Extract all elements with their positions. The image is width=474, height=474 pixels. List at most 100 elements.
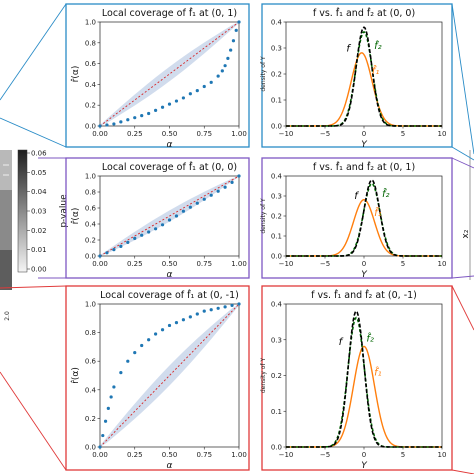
chart-title: Local coverage of f̂₁ at (0, 0) — [102, 161, 237, 173]
chart-cov_mid: 0.00 0.25 0.50 0.75 1.00 0.0 0.2 0.4 0.6 0.8 1.0 Lo… — [70, 161, 247, 280]
chart-cov_top: 0.00 0.25 0.50 0.75 1.00 0.0 0.2 0.4 0.6 0.8 1.0 Lo… — [70, 7, 247, 150]
y-tick-label: 0.0 — [271, 444, 282, 452]
coverage-point — [133, 351, 137, 355]
y-tick-label: 1.0 — [85, 173, 96, 181]
x-tick-label: 0.50 — [162, 451, 178, 459]
coverage-point — [188, 92, 192, 96]
x-tick-label: −5 — [320, 260, 330, 268]
coverage-point — [174, 320, 179, 325]
connector-line — [0, 371, 67, 471]
coverage-point — [119, 120, 123, 124]
coverage-point — [188, 315, 192, 319]
connector-line — [451, 285, 474, 331]
plot-area — [285, 21, 443, 127]
x2-strip-panel: x₂ — [461, 150, 471, 280]
coverage-point — [98, 445, 102, 449]
x-axis-label: α — [167, 140, 173, 150]
coverage-point — [216, 74, 220, 78]
coverage-point — [237, 302, 241, 306]
x-tick-label: −10 — [279, 451, 294, 459]
x-axis-label: α — [167, 270, 173, 280]
connector-line — [451, 146, 474, 161]
label-f2: f̂₂ — [382, 187, 390, 200]
coverage-point — [133, 236, 137, 240]
coverage-point — [133, 116, 137, 120]
pvalue-tick-label: 0.03 — [31, 208, 47, 216]
y-tick-label: 0.4 — [271, 19, 283, 27]
coverage-point — [202, 309, 206, 313]
x-tick-label: 0.00 — [92, 130, 108, 138]
panel-frames — [65, 3, 453, 471]
gray-map-strip-light — [0, 150, 12, 190]
x-tick-label: 5 — [401, 260, 405, 268]
coverage-point — [234, 28, 238, 32]
coverage-point — [195, 312, 199, 316]
coverage-point — [202, 84, 206, 89]
pvalue-tick-label: 0.05 — [31, 169, 47, 177]
frame-mid-right — [261, 157, 453, 279]
frame-top-left — [65, 3, 250, 148]
coverage-point — [109, 395, 113, 399]
coverage-point — [229, 48, 233, 52]
coverage-point — [147, 338, 151, 342]
coverage-point — [119, 244, 123, 248]
density-curve-f — [286, 26, 442, 127]
connector-line — [451, 3, 474, 155]
x-tick-label: −10 — [279, 260, 294, 268]
density-curve-f — [286, 179, 442, 257]
connector-line — [0, 3, 67, 101]
connector-line — [0, 117, 67, 148]
y-tick-label: 0.2 — [85, 237, 96, 245]
pvalue-colorbar — [17, 149, 28, 273]
coverage-point — [237, 174, 241, 178]
label-f: f — [346, 44, 351, 55]
y-tick-label: 0.4 — [271, 173, 283, 181]
label-f: f — [354, 191, 359, 202]
y-tick-label: 0.1 — [271, 233, 282, 241]
x-tick-label: 0.75 — [196, 260, 212, 268]
coverage-point — [216, 189, 220, 193]
x-axis-label: α — [167, 461, 173, 471]
connector-line — [451, 275, 474, 279]
coverage-point — [140, 114, 144, 118]
y-tick-label: 0.0 — [85, 123, 96, 131]
y-tick-label: 0.2 — [271, 71, 282, 79]
y-tick-label: 0.0 — [85, 253, 96, 261]
pvalue-ticks: 0.06 0.05 0.04 0.03 0.02 0.01 0.00 — [3, 150, 47, 274]
diagonal-reference-line — [99, 303, 240, 448]
coverage-point — [195, 89, 199, 93]
coverage-point — [147, 111, 151, 116]
coverage-point — [160, 223, 165, 227]
coverage-point — [181, 209, 185, 213]
coverage-point — [230, 180, 234, 184]
y-tick-label: 0.0 — [85, 444, 96, 452]
coverage-point — [154, 108, 158, 112]
coverage-point — [220, 69, 224, 73]
y-tick-label: 0.1 — [271, 97, 282, 105]
x-tick-label: 1.00 — [231, 260, 247, 268]
label-f: f — [339, 337, 344, 348]
x-tick-label: −10 — [279, 130, 294, 138]
chart-title: Local coverage of f̂₁ at (0, -1) — [100, 289, 239, 301]
coverage-point — [167, 323, 172, 328]
coverage-point — [223, 64, 227, 68]
x-tick-label: 5 — [401, 130, 405, 138]
coverage-point — [119, 371, 123, 375]
x-tick-label: 0.00 — [92, 451, 108, 459]
coverage-point — [105, 251, 109, 255]
coverage-point — [174, 99, 179, 103]
x-axis-label: Y — [361, 270, 368, 280]
pvalue-tick-label: 0.06 — [31, 150, 47, 158]
coverage-point — [202, 197, 206, 201]
y-tick-label: 0.0 — [271, 253, 282, 261]
y-tick-label: 0.4 — [85, 221, 97, 229]
y-tick-label: 0.4 — [85, 386, 97, 394]
coverage-point — [154, 227, 158, 231]
coverage-point — [209, 193, 213, 197]
charts: 0.00 0.25 0.50 0.75 1.000.00.20.40.60.81.0Lo… — [70, 7, 446, 471]
chart-title: f vs. f̂₁ and f̂₂ at (0, 1) — [313, 161, 415, 173]
coverage-point — [181, 318, 185, 322]
x-tick-label: 0 — [362, 130, 366, 138]
y-tick-label: 0.6 — [85, 358, 97, 366]
